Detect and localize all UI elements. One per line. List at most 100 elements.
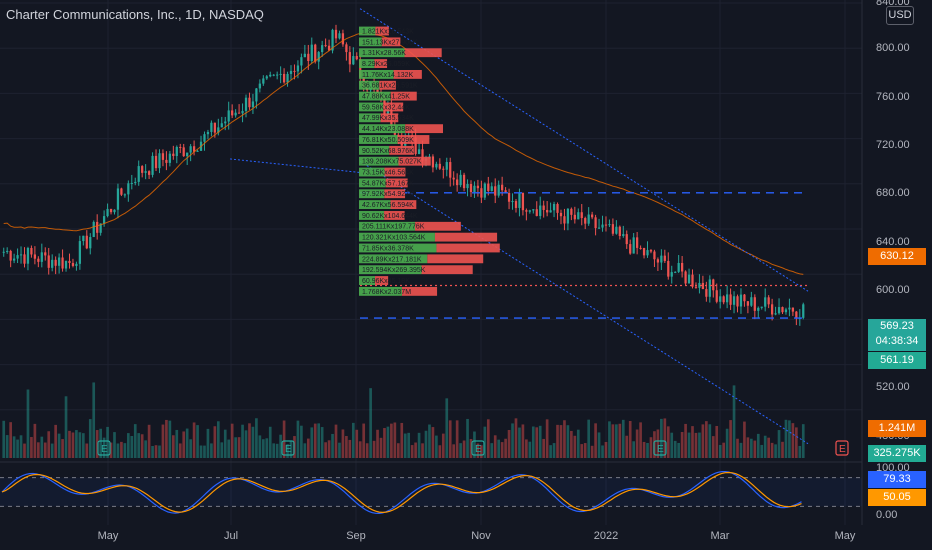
- candle-body: [722, 296, 725, 303]
- earnings-marker-label: E: [285, 444, 292, 455]
- candle-body: [459, 174, 462, 186]
- volume-bar: [130, 435, 134, 458]
- volume-bar: [151, 445, 154, 458]
- volume-bar: [220, 442, 224, 458]
- volume-bar: [635, 429, 639, 458]
- volume-bar: [16, 439, 19, 458]
- volume-bar: [268, 426, 272, 458]
- candle-body: [784, 309, 788, 313]
- candle-body: [85, 235, 88, 249]
- volume-profile-down: [404, 48, 442, 58]
- volume-bar: [559, 425, 563, 458]
- volume-profile-label: 224.89Kx217.181K: [362, 256, 422, 263]
- volume-bar: [673, 440, 677, 458]
- candle-body: [445, 162, 448, 170]
- volume-profile-down: [385, 178, 408, 188]
- volume-bar: [182, 431, 186, 458]
- candle-body: [660, 255, 663, 263]
- candle-body: [680, 262, 684, 272]
- volume-bar: [383, 428, 386, 458]
- candle-body: [438, 163, 441, 169]
- volume-bar: [535, 427, 539, 458]
- volume-bar: [372, 440, 376, 458]
- candle-body: [175, 146, 178, 157]
- volume-profile-up: [359, 254, 428, 264]
- volume-bar: [739, 442, 743, 458]
- volume-bar: [331, 433, 334, 458]
- osc-k-line: [1, 471, 802, 515]
- candle-body: [210, 122, 213, 132]
- volume-bar: [576, 429, 580, 458]
- candle-body: [670, 272, 673, 277]
- volume-bar: [601, 445, 604, 458]
- volume-profile-label: 139.208Kx75.027K: [362, 159, 422, 166]
- volume-bar: [5, 435, 9, 458]
- candle-body: [584, 218, 587, 224]
- volume-bar: [23, 443, 26, 458]
- volume-bar: [369, 388, 372, 458]
- volume-profile-up: [359, 276, 376, 285]
- volume-bar: [165, 419, 168, 458]
- candle-body: [206, 131, 210, 135]
- volume-bar: [393, 422, 397, 458]
- candle-body: [37, 258, 40, 262]
- volume-bar: [216, 421, 220, 458]
- candle-body: [116, 188, 120, 210]
- candle-body: [113, 209, 116, 213]
- trend-line: [229, 158, 361, 173]
- volume-bar: [711, 436, 715, 458]
- volume-bar: [248, 423, 251, 458]
- candle-body: [161, 153, 165, 160]
- volume-profile-label: 205.111Kx197.776K: [362, 224, 425, 231]
- candle-body: [269, 74, 272, 77]
- last-price-badge: 569.23 04:38:34: [868, 319, 926, 351]
- volume-bar: [396, 443, 400, 458]
- volume-bar: [459, 443, 462, 458]
- volume-bar: [175, 429, 179, 458]
- volume-bar: [604, 441, 608, 458]
- volume-bar: [199, 445, 203, 458]
- volume-bar: [54, 424, 57, 458]
- candle-body: [272, 74, 275, 76]
- candle-body: [120, 188, 123, 195]
- volume-bar: [414, 442, 417, 458]
- candle-body: [570, 208, 573, 215]
- volume-bar: [106, 426, 109, 458]
- volume-profile-label: 60.96Kx45.18K: [362, 278, 410, 285]
- volume-bar: [40, 436, 44, 458]
- volume-bar: [147, 424, 151, 458]
- volume-bar: [279, 434, 282, 458]
- volume-bar: [345, 436, 348, 458]
- candle-body: [196, 150, 199, 152]
- volume-bar: [109, 442, 113, 458]
- candle-body: [487, 183, 490, 191]
- volume-bar: [403, 433, 407, 458]
- volume-bar: [241, 424, 244, 458]
- volume-bar: [628, 420, 632, 458]
- candle-body: [258, 83, 261, 89]
- earnings-marker-label: E: [657, 444, 664, 455]
- candle-body: [462, 174, 466, 189]
- volume-profile-down: [384, 211, 405, 220]
- candle-body: [89, 237, 92, 249]
- candle-body: [712, 279, 715, 291]
- volume-bar: [407, 432, 411, 458]
- volume-profile-up: [359, 80, 380, 90]
- volume-bar: [348, 439, 352, 458]
- volume-bar: [743, 421, 746, 458]
- candle-body: [507, 193, 511, 202]
- volume-profile-label: 1.31Kx28.56K: [362, 50, 406, 57]
- candle-body: [106, 208, 109, 217]
- candle-body: [435, 163, 438, 168]
- candle-body: [386, 108, 390, 116]
- candle-body: [127, 183, 130, 195]
- volume-bar: [95, 430, 99, 458]
- candle-body: [490, 186, 493, 191]
- candle-body: [694, 286, 698, 288]
- volume-bar: [61, 439, 64, 458]
- candle-body: [618, 226, 621, 237]
- candle-body: [684, 271, 687, 284]
- candle-body: [802, 304, 805, 318]
- currency-selector[interactable]: USD: [886, 6, 914, 25]
